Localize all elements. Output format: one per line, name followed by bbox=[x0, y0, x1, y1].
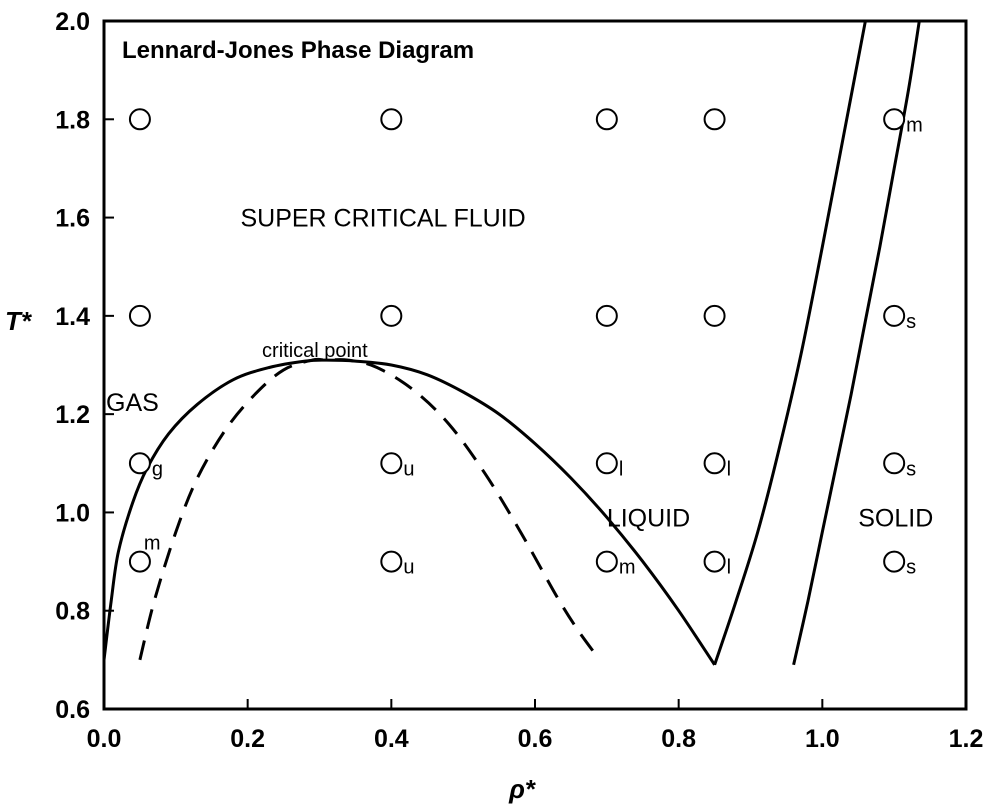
state-point-marker bbox=[703, 452, 726, 475]
annotation-liquid: LIQUID bbox=[607, 504, 690, 532]
annotation-solid: SOLID bbox=[858, 504, 933, 532]
annotation-super-critical-fluid: SUPER CRITICAL FLUID bbox=[240, 205, 525, 233]
state-point-marker bbox=[380, 108, 403, 131]
state-point-label: s bbox=[906, 311, 916, 333]
state-point-marker bbox=[703, 304, 726, 327]
y-tick-label: 1.0 bbox=[55, 499, 90, 527]
state-point-label: m bbox=[906, 114, 923, 136]
phase-boundary-curves bbox=[102, 20, 921, 666]
y-tick-label: 1.6 bbox=[55, 205, 90, 233]
state-point-marker bbox=[595, 108, 618, 131]
x-tick-label: 0.2 bbox=[230, 725, 265, 753]
chart-title: Lennard-Jones Phase Diagram bbox=[122, 37, 474, 64]
state-point-label: u bbox=[403, 458, 414, 480]
state-point-marker bbox=[703, 108, 726, 131]
state-point-marker bbox=[380, 304, 403, 327]
state-point-label: m bbox=[619, 557, 636, 579]
state-point-label: u bbox=[403, 557, 414, 579]
y-tick-label: 1.4 bbox=[55, 303, 90, 331]
state-point-label: m bbox=[144, 533, 161, 555]
y-axis-ticks: 0.6 0.8 1.0 1.2 1.4 1.6 1.8 2.0 bbox=[55, 8, 114, 724]
state-point-marker bbox=[703, 550, 726, 573]
state-point-label: g bbox=[152, 458, 163, 480]
state-point-marker bbox=[128, 108, 151, 131]
x-tick-label: 0.0 bbox=[87, 725, 122, 753]
x-tick-label: 0.4 bbox=[374, 725, 409, 753]
state-point-marker bbox=[883, 550, 906, 573]
x-axis-title: ρ* bbox=[508, 774, 537, 804]
annotation-critical-point: critical point bbox=[262, 340, 368, 362]
y-tick-label: 0.8 bbox=[55, 598, 90, 626]
state-point-marker bbox=[595, 452, 618, 475]
plot-border bbox=[102, 19, 968, 711]
state-point-marker bbox=[595, 550, 618, 573]
state-point-marker bbox=[128, 452, 151, 475]
y-tick-label: 1.8 bbox=[55, 106, 90, 134]
state-point-label: l bbox=[727, 458, 731, 480]
state-point-marker bbox=[128, 304, 151, 327]
freezing-line-curve bbox=[713, 20, 867, 666]
region-annotations: SUPER CRITICAL FLUID critical point GAS LIQ… bbox=[106, 205, 933, 533]
y-tick-label: 2.0 bbox=[55, 8, 90, 36]
spinodal-curve bbox=[138, 357, 601, 661]
state-point-marker bbox=[883, 304, 906, 327]
y-tick-label: 1.2 bbox=[55, 401, 90, 429]
state-point-label: s bbox=[906, 557, 916, 579]
x-tick-label: 1.0 bbox=[805, 725, 840, 753]
state-point-label: l bbox=[619, 458, 623, 480]
x-tick-label: 0.6 bbox=[518, 725, 553, 753]
state-point-label: l bbox=[727, 557, 731, 579]
state-point-label: s bbox=[906, 458, 916, 480]
state-point-marker bbox=[380, 550, 403, 573]
x-axis-ticks: 0.0 0.2 0.4 0.6 0.8 1.0 1.2 bbox=[87, 699, 984, 753]
x-tick-label: 0.8 bbox=[661, 725, 696, 753]
state-point-marker bbox=[883, 452, 906, 475]
state-point-marker bbox=[883, 108, 906, 131]
state-point-marker bbox=[595, 304, 618, 327]
state-points: m s g u l l s m u m l s bbox=[128, 108, 923, 579]
state-point-marker bbox=[128, 550, 151, 573]
y-axis-title: T* bbox=[5, 306, 33, 336]
state-point-marker bbox=[380, 452, 403, 475]
annotation-gas: GAS bbox=[106, 389, 159, 417]
melting-line-curve bbox=[792, 20, 921, 666]
plot-frame bbox=[102, 19, 968, 711]
y-tick-label: 0.6 bbox=[55, 696, 90, 724]
x-tick-label: 1.2 bbox=[949, 725, 984, 753]
